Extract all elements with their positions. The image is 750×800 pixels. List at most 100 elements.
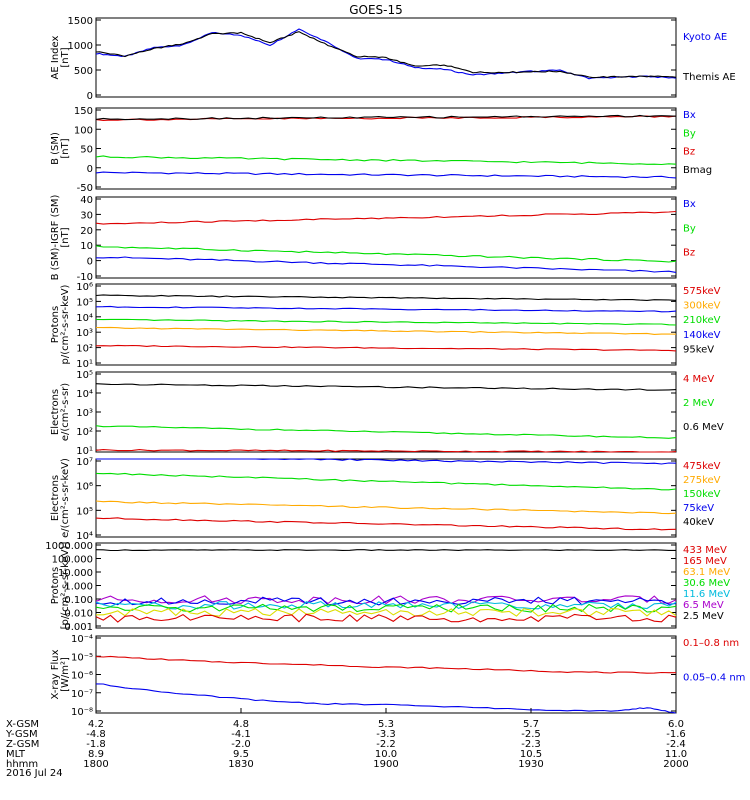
y-tick-label: 10⁴ (76, 313, 93, 324)
y-axis-label: X-ray Flux [W/m²] (50, 649, 71, 699)
series-line (95, 326, 677, 335)
legend-label: Themis AE (682, 72, 736, 83)
legend-label: 210keV (683, 315, 721, 326)
y-tick-label: 10 (80, 241, 93, 252)
x-tick-value: -2.3 (521, 739, 541, 750)
panel-frame (95, 371, 677, 453)
y-tick-label: 10⁻⁸ (71, 707, 93, 718)
legend-label: Bz (683, 147, 695, 158)
legend-label: 11.6 MeV (683, 589, 730, 600)
y-tick-label: 50 (80, 145, 93, 156)
series-line (95, 655, 676, 674)
legend-label: By (683, 223, 696, 234)
legend-label: 0.1–0.8 nm (683, 638, 739, 649)
y-tick-label: 10⁵ (76, 370, 93, 381)
legend-label: 2 MeV (683, 398, 714, 409)
y-tick-label: 10⁻⁶ (71, 671, 93, 682)
x-tick-value: 5.3 (378, 719, 394, 730)
legend-label: Bx (683, 110, 696, 121)
y-tick-label: 10⁻⁵ (71, 652, 93, 663)
y-axis-label: B (SM) [nT] (50, 132, 71, 165)
x-tick-value: 5.7 (523, 719, 539, 730)
y-label-line2: p/(cm²-s-sr-keV) (60, 284, 71, 364)
y-tick-label: 1.000 (64, 582, 93, 593)
y-label-line1: B (SM)-IGRF (SM) (50, 195, 61, 281)
y-label-line1: B (SM) (50, 132, 61, 165)
x-axis-row-label: Z-GSM (6, 739, 39, 750)
y-tick-label: 10⁵ (76, 297, 93, 308)
x-tick-value: 1830 (228, 759, 253, 770)
legend-label: 433 MeV (683, 545, 727, 556)
y-axis-label: Protons [p/(cm²-s-sr-keV)] (50, 542, 71, 630)
y-label-line1: Protons (50, 306, 61, 343)
series-line (95, 472, 677, 491)
y-label-line2: [W/m²] (60, 657, 71, 692)
y-tick-label: 150 (74, 106, 93, 117)
y-axis-label: B (SM)-IGRF (SM) [nT] (50, 195, 71, 281)
panel-frame (95, 17, 677, 98)
series-line (95, 155, 677, 166)
series-line (95, 600, 677, 610)
y-label-line1: Protons (50, 567, 61, 604)
panel-frame (95, 458, 677, 538)
x-axis-row-label: Y-GSM (5, 729, 38, 740)
panel-protons_high: Protons [p/(cm²-s-sr-keV)]1000.000 100.000… (45, 541, 730, 633)
y-tick-label: 100 (74, 125, 93, 136)
x-tick-value: 8.9 (88, 749, 104, 760)
x-tick-value: -1.6 (666, 729, 686, 740)
series-line (95, 256, 677, 273)
y-axis-label: Protons p/(cm²-s-sr-keV) (50, 284, 71, 364)
legend-label: 165 MeV (683, 556, 727, 567)
series-line (95, 305, 677, 313)
panel-frame (95, 635, 677, 714)
legend-label: 30.6 MeV (683, 578, 730, 589)
y-tick-label: 10⁴ (76, 389, 93, 400)
x-tick-value: -4.8 (86, 729, 106, 740)
y-tick-label: -10 (77, 272, 93, 283)
x-tick-value: 6.0 (668, 719, 684, 730)
y-tick-label: 500 (74, 66, 93, 77)
y-tick-label: 0 (87, 91, 93, 102)
series-line (95, 596, 677, 606)
legend-label: 150keV (683, 489, 721, 500)
series-line (95, 603, 677, 613)
legend-label: 63.1 MeV (683, 567, 730, 578)
x-tick-value: -2.0 (231, 739, 251, 750)
series-line (95, 114, 677, 121)
y-axis-label: Electrons e/(cm²-s-sr-keV) (50, 458, 71, 538)
legend-label: 0.05–0.4 nm (683, 673, 745, 684)
series-line (95, 549, 676, 552)
plot-title: GOES-15 (349, 3, 403, 17)
series-line (96, 608, 677, 617)
y-tick-label: 0 (87, 257, 93, 268)
x-tick-value: -2.4 (666, 739, 686, 750)
panel-b_igrf: B (SM)-IGRF (SM) [nT] 40 30 20 10 0 -10 Bx By Bz (50, 195, 696, 283)
series-line (95, 595, 677, 605)
x-tick-value: 10.0 (375, 749, 397, 760)
y-tick-label: 1500 (68, 16, 93, 27)
series-line (95, 344, 677, 352)
legend-label: 140keV (683, 330, 721, 341)
panel-frame (95, 196, 677, 279)
legend-label: 75keV (683, 503, 714, 514)
legend-label: Bx (683, 199, 696, 210)
x-tick-value: 4.8 (233, 719, 249, 730)
series-line (95, 171, 677, 179)
x-tick-value: -2.5 (521, 729, 541, 740)
y-label-line1: Electrons (50, 389, 61, 435)
y-label-line2: e/(cm²-s-sr-keV) (60, 458, 71, 538)
y-label-line2: [nT] (60, 138, 71, 158)
y-tick-label: 10.000 (58, 568, 93, 579)
legend-label: 95keV (683, 344, 714, 355)
x-axis-row-label: X-GSM (6, 719, 39, 730)
y-label-line1: Electrons (50, 475, 61, 521)
x-axis-row-label: MLT (6, 749, 26, 760)
x-tick-value: 1900 (373, 759, 398, 770)
series-line (95, 449, 677, 453)
legend-label: 2.5 MeV (683, 611, 724, 622)
legend-label: Bz (683, 248, 695, 259)
y-label-line2: [nT] (60, 47, 71, 67)
legend-label: Kyoto AE (683, 32, 727, 43)
y-tick-label: 10⁶ (76, 482, 93, 493)
